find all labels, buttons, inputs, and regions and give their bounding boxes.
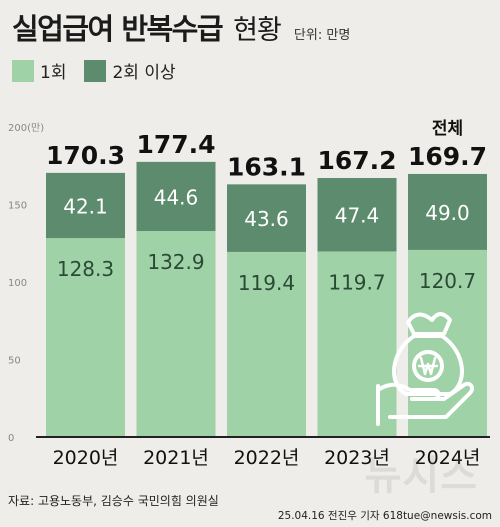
legend-swatch-first xyxy=(12,59,34,82)
bar-segment-repeat xyxy=(136,161,216,232)
unit-note: 단위: 만명 xyxy=(293,28,351,43)
money-bag-hand-icon xyxy=(376,312,475,426)
watermark: 뉴시스 xyxy=(364,453,478,499)
data-label-total: 169.7 xyxy=(408,142,487,171)
legend-label-repeat: 2회 이상 xyxy=(112,63,176,83)
bar-segment-repeat xyxy=(317,177,397,252)
bar-segment-repeat xyxy=(408,173,487,250)
legend: 1회 2회 이상 xyxy=(12,58,194,83)
chart-header: 실업급여 반복수급 현황 단위: 만명 xyxy=(12,6,490,50)
x-tick-label: 2023년 xyxy=(324,447,390,469)
data-label-first: 120.7 xyxy=(419,269,476,293)
y-tick-label: 200(만) xyxy=(8,122,44,134)
data-label-repeat: 43.6 xyxy=(244,207,289,231)
y-tick-label: 0 xyxy=(8,433,14,444)
bar-segment-first xyxy=(408,249,487,437)
data-label-total: 177.4 xyxy=(136,130,215,159)
bar-segment-first xyxy=(46,238,125,437)
chart-subtitle: 현황 xyxy=(233,15,282,46)
y-tick-label: 100 xyxy=(8,278,27,289)
data-label-first: 119.7 xyxy=(328,270,385,294)
legend-label-first: 1회 xyxy=(40,63,67,83)
data-label-repeat: 47.4 xyxy=(335,204,380,228)
x-tick-label: 2020년 xyxy=(53,447,119,469)
data-label-total: 167.2 xyxy=(317,146,396,175)
legend-item-repeat: 2회 이상 xyxy=(84,58,176,83)
legend-item-first: 1회 xyxy=(12,58,66,83)
legend-swatch-repeat xyxy=(84,59,107,82)
data-label-repeat: 49.0 xyxy=(425,201,470,225)
y-tick-label: 50 xyxy=(8,356,21,367)
data-label-first: 128.3 xyxy=(57,257,114,281)
data-label-repeat: 42.1 xyxy=(63,195,108,219)
bar-segment-first xyxy=(317,251,397,437)
bar-segment-repeat xyxy=(46,172,125,239)
data-label-repeat: 44.6 xyxy=(154,185,199,209)
x-tick-label: 2021년 xyxy=(143,447,209,469)
x-tick-label: 2024년 xyxy=(415,447,481,469)
source-note: 자료: 고용노동부, 김승수 국민의힘 의원실 xyxy=(8,494,219,508)
bar-segment-repeat xyxy=(227,184,306,252)
bar-segment-first xyxy=(227,251,306,437)
chart-title: 실업급여 반복수급 xyxy=(12,12,224,46)
data-label-first: 132.9 xyxy=(147,250,204,274)
y-tick-label: 150 xyxy=(8,201,27,212)
bar-segment-first xyxy=(136,231,216,437)
data-label-total: 170.3 xyxy=(46,141,125,170)
total-label: 전체 xyxy=(432,119,463,139)
data-label-total: 163.1 xyxy=(227,152,306,181)
data-label-first: 119.4 xyxy=(238,271,295,295)
x-tick-label: 2022년 xyxy=(234,447,300,469)
credit-line: 25.04.16 전진우 기자 618tue@newsis.com xyxy=(277,510,492,522)
